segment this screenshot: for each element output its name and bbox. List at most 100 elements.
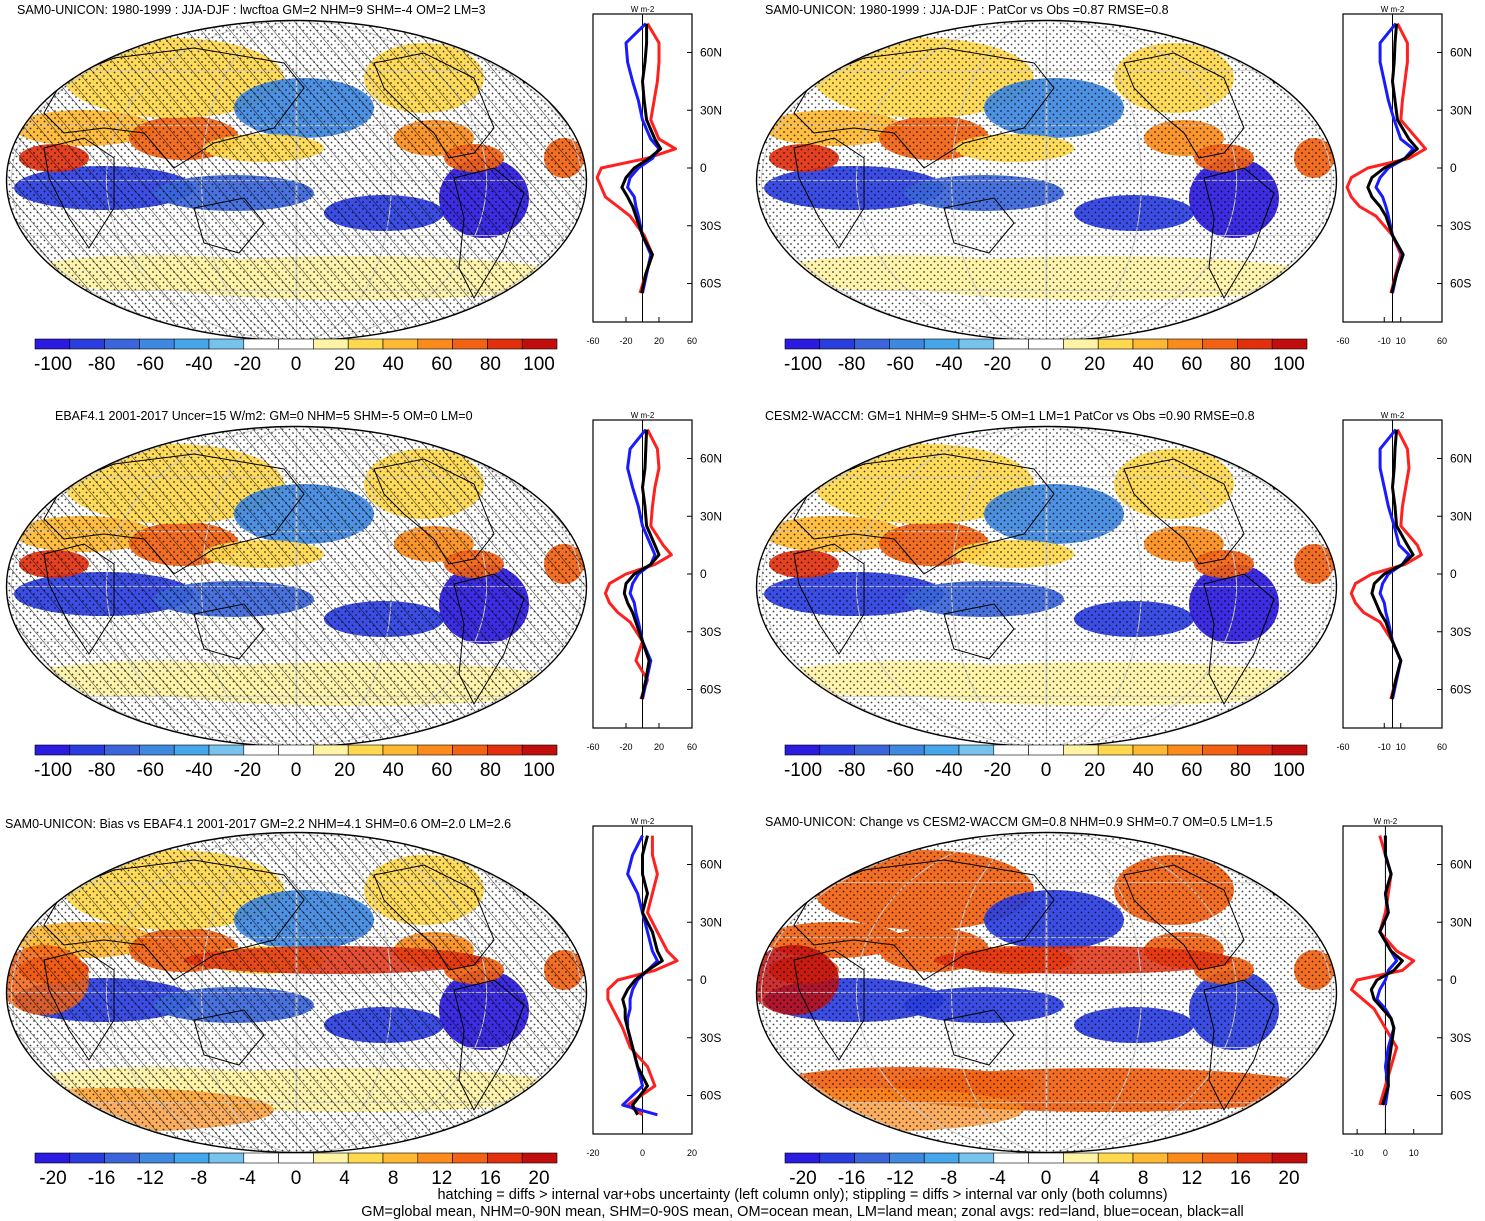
colorbar-label: 60 [1181,354,1202,375]
lat-tick-label: 0 [1450,161,1457,175]
value-tick-label: -10 [1378,742,1391,752]
colorbar-swatch [243,1152,279,1164]
colorbar-label: -16 [88,1168,115,1189]
colorbar-swatch [923,1152,960,1164]
colorbar-swatch [1237,744,1273,756]
zonal-mean-plot: W m-2 60N 30N 0 30S 60S -60 -10 10 60 [1336,5,1472,346]
colorbar-swatch [1271,338,1308,350]
lat-tick-label: 0 [700,567,707,581]
colorbar-swatch [1132,744,1169,756]
value-tick-label: -10 [1378,336,1391,346]
value-tick-label: -60 [1336,336,1349,346]
colorbar-swatch [923,744,960,756]
colorbar-swatch [104,1152,140,1164]
colorbar-swatch [854,1152,890,1164]
colorbar-swatch [417,1152,453,1164]
colorbar-label: -100 [784,354,822,375]
lat-tick-label: 0 [700,161,707,175]
colorbar-swatch [278,338,314,350]
colorbar-label: -20 [234,354,261,375]
panel-title: SAM0-UNICON: Bias vs EBAF4.1 2001-2017 G… [5,817,512,831]
colorbar-swatch [1167,744,1203,756]
lat-tick-label: 60N [700,46,722,60]
colorbar-label: 16 [480,1168,501,1189]
colorbar-label: 40 [1133,760,1154,781]
colorbar-swatch [34,1152,71,1164]
colorbar-swatch [521,338,558,350]
colorbar-label: 20 [1278,1168,1299,1189]
colorbar-swatch [521,744,558,756]
zonal-mean-plot: W m-2 60N 30N 0 30S 60S -60 -20 20 60 [586,411,722,752]
colorbar-swatch [1202,1152,1238,1164]
zonal-line-land [1345,22,1427,294]
colorbar-swatch [923,338,960,350]
value-tick-label: 10 [1396,742,1406,752]
colorbar-swatch [347,744,384,756]
colorbar-label: -12 [886,1168,913,1189]
colorbar-swatch [347,338,384,350]
colorbar-swatch [1097,1152,1134,1164]
value-tick-label: -60 [1336,742,1349,752]
zonal-line-land [1350,835,1416,1106]
colorbar-swatch [1132,338,1169,350]
zonal-line-all [621,835,664,1116]
zonal-mean-plot: W m-2 60N 30N 0 30S 60S -20 0 20 [586,817,722,1158]
value-tick-label: 60 [1437,742,1447,752]
colorbar-label: 20 [528,1168,549,1189]
colorbar-swatch [243,338,279,350]
colorbar-label: 12 [431,1168,452,1189]
colorbar: -20 -16 -12 -8 -4 0 4 8 12 16 20 [784,1152,1308,1189]
lat-tick-label: 60S [700,277,721,291]
colorbar: -20 -16 -12 -8 -4 0 4 8 12 16 20 [34,1152,558,1189]
colorbar-label: -20 [984,760,1011,781]
colorbar-label: -80 [88,760,115,781]
lat-tick-label: 30N [1450,509,1472,523]
units-label: W m-2 [1374,817,1398,826]
colorbar-swatch [208,338,245,350]
lat-tick-label: 30N [700,509,722,523]
colorbar-swatch [1028,1152,1064,1164]
colorbar-swatch [313,1152,349,1164]
colorbar-label: -40 [185,354,212,375]
colorbar-swatch [1237,338,1273,350]
zonal-line-all [620,23,663,294]
colorbar-swatch [69,1152,105,1164]
colorbar-label: 8 [388,1168,399,1189]
colorbar-label: 40 [383,354,404,375]
colorbar-swatch [382,338,419,350]
colorbar-swatch [1167,1152,1203,1164]
lat-tick-label: 60N [1450,452,1472,466]
world-map [5,425,588,748]
colorbar-swatch [382,744,419,756]
colorbar-swatch [208,744,245,756]
colorbar-swatch [819,1152,855,1164]
colorbar-label: -80 [838,760,865,781]
colorbar-swatch [313,744,349,756]
colorbar-swatch [993,1152,1029,1164]
colorbar-swatch [521,1152,558,1164]
colorbar-label: -60 [886,354,913,375]
colorbar-label: 100 [523,760,555,781]
value-tick-label: -20 [619,742,632,752]
lat-tick-label: 30S [1450,625,1471,639]
zonal-mean-plot: W m-2 60N 30N 0 30S 60S -10 0 10 [1342,817,1472,1158]
colorbar-swatch [784,1152,821,1164]
lat-tick-label: 30N [1450,915,1472,929]
lat-tick-label: 60S [1450,1089,1471,1103]
colorbar-swatch [173,744,210,756]
colorbar: -100 -80 -60 -40 -20 0 20 40 60 80 100 [784,338,1308,375]
colorbar: -100 -80 -60 -40 -20 0 20 40 60 80 100 [784,744,1308,781]
lat-tick-label: 60N [700,858,722,872]
colorbar-label: 20 [1084,354,1105,375]
colorbar-label: -40 [185,760,212,781]
zonal-mean-plot: W m-2 60N 30N 0 30S 60S -60 -10 10 60 [1336,411,1472,752]
colorbar-label: 100 [1273,354,1305,375]
colorbar-swatch [382,1152,419,1164]
colorbar-swatch [784,338,821,350]
colorbar-label: 60 [1181,760,1202,781]
lat-tick-label: 30S [700,219,721,233]
value-tick-label: 20 [654,742,664,752]
colorbar-label: 60 [431,354,452,375]
colorbar-swatch [278,1152,314,1164]
colorbar-label: 0 [1041,1168,1052,1189]
